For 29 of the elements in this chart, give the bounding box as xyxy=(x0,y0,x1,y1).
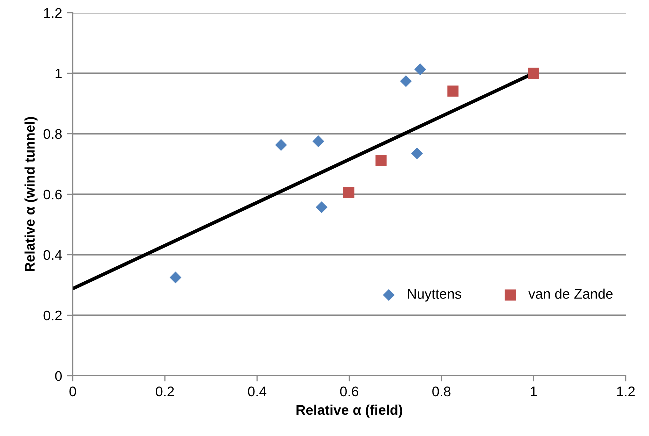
y-tick-label: 0.4 xyxy=(44,250,62,260)
point xyxy=(411,148,424,160)
point xyxy=(376,155,387,166)
x-tick-label: 1.2 xyxy=(617,386,635,396)
point xyxy=(448,86,459,97)
y-tick-label: 1.2 xyxy=(44,8,62,18)
point xyxy=(312,136,325,148)
x-tick-label: 0.8 xyxy=(432,386,451,397)
point xyxy=(275,139,288,152)
y-tick-label: 0.2 xyxy=(44,310,62,321)
x-tick-label: 1 xyxy=(531,386,538,396)
x-axis-title: Relative α (field) xyxy=(296,404,402,418)
x-tick-label: 0.2 xyxy=(156,386,174,397)
y-tick-label: 0.8 xyxy=(44,129,62,140)
y-axis-title: Relative α (wind tunnel) xyxy=(24,117,38,272)
point xyxy=(400,75,412,88)
point xyxy=(528,68,540,80)
x-tick-label: 0.6 xyxy=(340,386,359,397)
y-tick-label: 0 xyxy=(55,371,62,382)
point xyxy=(316,202,328,214)
legend-label: van de Zande xyxy=(528,288,613,300)
legend-label: Nuyttens xyxy=(408,289,462,302)
y-tick-label: 1 xyxy=(56,68,62,79)
x-tick-label: 0 xyxy=(70,386,76,397)
x-tick-label: 0.4 xyxy=(248,386,267,397)
point xyxy=(414,64,426,76)
point xyxy=(343,187,355,198)
y-tick-label: 0.6 xyxy=(44,190,62,200)
point xyxy=(170,272,182,284)
